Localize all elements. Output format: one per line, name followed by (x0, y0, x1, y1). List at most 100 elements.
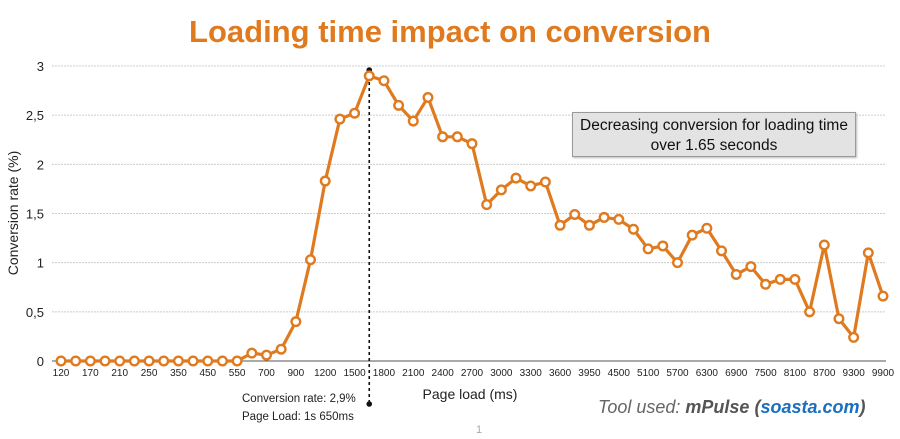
x-tick-label: 5100 (637, 368, 660, 379)
data-point (216, 355, 228, 367)
data-point (55, 355, 67, 367)
data-point (627, 223, 639, 235)
data-point (437, 131, 449, 143)
chart-title: Loading time impact on conversion (189, 14, 711, 49)
data-point (99, 355, 111, 367)
x-tick-label: 120 (53, 368, 70, 379)
y-tick-label: 1 (37, 256, 44, 271)
data-point (70, 355, 82, 367)
x-tick-label: 3000 (490, 368, 513, 379)
data-point (290, 316, 302, 328)
x-tick-label: 3950 (578, 368, 601, 379)
data-point (760, 278, 772, 290)
x-tick-label: 6900 (725, 368, 748, 379)
data-point (334, 113, 346, 125)
x-tick-label: 1500 (343, 368, 366, 379)
x-tick-label: 2700 (461, 368, 484, 379)
data-point (554, 219, 566, 231)
data-point (319, 175, 331, 187)
x-tick-label: 210 (111, 368, 128, 379)
data-point (363, 70, 375, 82)
data-point (202, 355, 214, 367)
data-point (407, 115, 419, 127)
x-tick-label: 170 (82, 368, 99, 379)
x-tick-label: 2400 (432, 368, 455, 379)
data-point (143, 355, 155, 367)
data-point (378, 75, 390, 87)
y-tick-label: 3 (37, 59, 44, 74)
data-point (701, 222, 713, 234)
data-point (833, 313, 845, 325)
data-point (246, 347, 258, 359)
data-point (804, 306, 816, 318)
x-tick-label: 7500 (754, 368, 777, 379)
data-point (583, 219, 595, 231)
tool-site-link[interactable]: soasta.com (760, 397, 860, 417)
data-point (187, 355, 199, 367)
x-tick-label: 550 (229, 368, 246, 379)
data-point (172, 355, 184, 367)
y-tick-label: 0 (37, 354, 44, 369)
data-point (393, 99, 405, 111)
data-point (818, 239, 830, 251)
data-point (672, 257, 684, 269)
data-point (525, 180, 537, 192)
data-point (745, 261, 757, 273)
data-point (158, 355, 170, 367)
data-point (422, 91, 434, 103)
peak-marker-dot (366, 401, 373, 407)
data-point (862, 247, 874, 259)
x-tick-label: 1800 (373, 368, 396, 379)
x-axis-label: Page load (ms) (423, 386, 518, 402)
data-point (686, 229, 698, 241)
x-tick-label: 9300 (843, 368, 866, 379)
y-axis-label: Conversion rate (%) (5, 151, 21, 276)
data-point (128, 355, 140, 367)
page-number: 1 (476, 424, 483, 436)
data-point (539, 176, 551, 188)
y-tick-label: 1,5 (26, 207, 44, 222)
x-tick-label: 4500 (608, 368, 631, 379)
data-point (481, 199, 493, 211)
x-tick-label: 9900 (872, 368, 895, 379)
data-point (642, 243, 654, 255)
peak-rate-label: Conversion rate: 2,9% (242, 393, 356, 405)
data-point (613, 213, 625, 225)
x-tick-label: 900 (288, 368, 305, 379)
data-point (466, 138, 478, 150)
y-tick-label: 0,5 (26, 305, 44, 320)
tool-name: mPulse (685, 397, 750, 417)
data-point (877, 290, 889, 302)
data-point (349, 107, 361, 119)
data-point (657, 240, 669, 252)
data-point (598, 211, 610, 223)
data-point (84, 355, 96, 367)
paren-close: ) (859, 397, 866, 417)
data-point (231, 355, 243, 367)
data-point (774, 273, 786, 285)
data-point (261, 349, 273, 361)
tool-prefix: Tool used: (598, 397, 686, 417)
x-tick-label: 3600 (549, 368, 572, 379)
data-point (730, 268, 742, 280)
peak-load-label: Page Load: 1s 650ms (242, 411, 354, 423)
x-tick-label: 450 (199, 368, 216, 379)
y-tick-label: 2,5 (26, 108, 44, 123)
data-point (305, 254, 317, 266)
paren-open: ( (749, 397, 761, 417)
peak-annotation: Conversion rate: 2,9% Page Load: 1s 650m… (242, 390, 356, 426)
x-tick-label: 8700 (813, 368, 836, 379)
x-tick-label: 1200 (314, 368, 337, 379)
x-tick-label: 250 (141, 368, 158, 379)
x-tick-label: 3300 (520, 368, 543, 379)
annotation-box: Decreasing conversion for loading time o… (572, 112, 856, 157)
data-point (114, 355, 126, 367)
data-point (510, 172, 522, 184)
x-tick-label: 2100 (402, 368, 425, 379)
data-point (275, 343, 287, 355)
data-point (716, 245, 728, 257)
data-point (569, 208, 581, 220)
tool-credit: Tool used: mPulse (soasta.com) (598, 397, 865, 418)
x-tick-label: 700 (258, 368, 275, 379)
